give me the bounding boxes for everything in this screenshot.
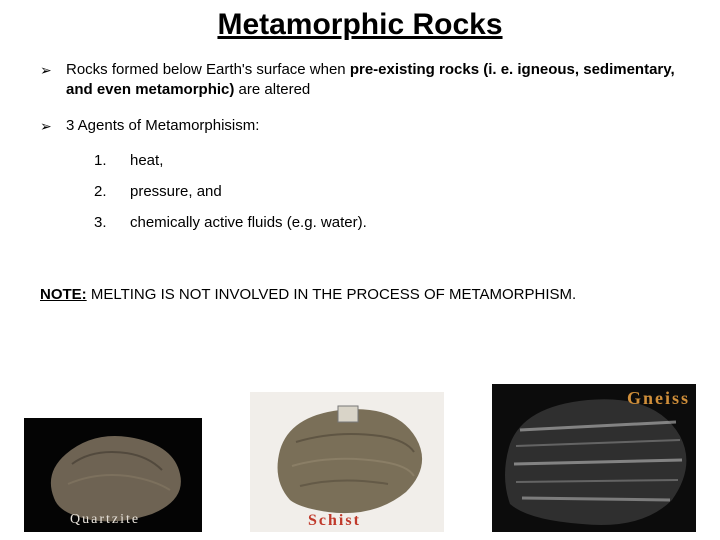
item-text: chemically active fluids (e.g. water).: [130, 214, 367, 231]
list-item: 1. heat,: [94, 152, 680, 169]
rock-gneiss: Gneiss: [492, 384, 696, 532]
bullet-2: ➢ 3 Agents of Metamorphisism:: [40, 116, 680, 136]
slide: Metamorphic Rocks ➢ Rocks formed below E…: [0, 0, 720, 540]
rock-label: Schist: [308, 512, 361, 530]
rock-label: Gneiss: [627, 388, 690, 409]
rock-label: Quartzite: [70, 512, 140, 528]
list-item: 2. pressure, and: [94, 183, 680, 200]
item-number: 2.: [94, 183, 130, 200]
numbered-list: 1. heat, 2. pressure, and 3. chemically …: [94, 152, 680, 231]
note: NOTE: MELTING IS NOT INVOLVED IN THE PRO…: [40, 285, 680, 305]
bullet-arrow-icon: ➢: [40, 116, 66, 136]
item-number: 3.: [94, 214, 130, 231]
bullet-1-post: are altered: [234, 81, 310, 98]
list-item: 3. chemically active fluids (e.g. water)…: [94, 214, 680, 231]
note-label: NOTE:: [40, 286, 87, 303]
item-text: heat,: [130, 152, 163, 169]
note-text: MELTING IS NOT INVOLVED IN THE PROCESS O…: [87, 286, 577, 303]
item-number: 1.: [94, 152, 130, 169]
rock-images-row: Quartzite Schist Gnei: [24, 384, 696, 532]
rock-image-icon: [250, 392, 444, 532]
bullet-2-text: 3 Agents of Metamorphisism:: [66, 116, 259, 136]
rock-quartzite: Quartzite: [24, 418, 202, 532]
bullet-1: ➢ Rocks formed below Earth's surface whe…: [40, 60, 680, 100]
bullet-1-text: Rocks formed below Earth's surface when …: [66, 60, 680, 100]
page-title: Metamorphic Rocks: [40, 8, 680, 42]
rock-schist: Schist: [250, 392, 444, 532]
item-text: pressure, and: [130, 183, 222, 200]
bullet-1-pre: Rocks formed below Earth's surface when: [66, 61, 350, 78]
bullet-arrow-icon: ➢: [40, 60, 66, 80]
